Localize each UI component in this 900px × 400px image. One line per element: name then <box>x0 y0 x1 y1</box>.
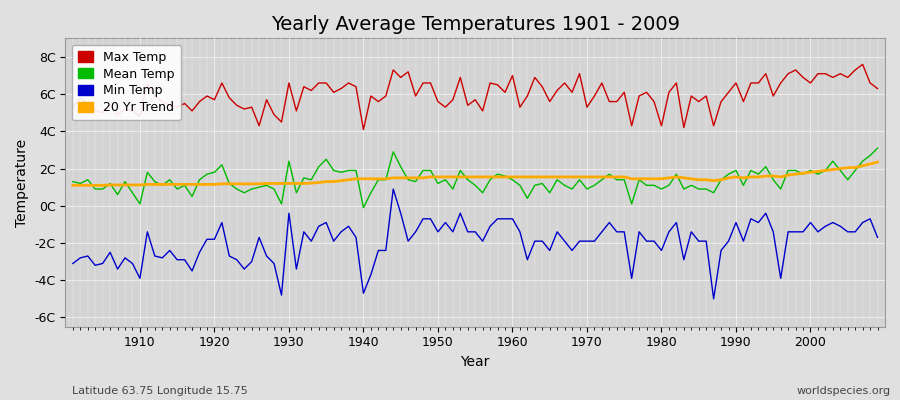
X-axis label: Year: Year <box>461 355 490 369</box>
Mean Temp <box>291 190 302 195</box>
Min Temp <box>507 216 517 221</box>
20 Yr Trend <box>597 174 608 179</box>
Max Temp <box>336 86 346 91</box>
Min Temp <box>336 230 346 234</box>
20 Yr Trend <box>507 174 517 179</box>
20 Yr Trend <box>291 181 302 186</box>
Line: 20 Yr Trend: 20 Yr Trend <box>73 162 878 185</box>
Mean Temp <box>507 177 517 182</box>
Min Temp <box>291 267 302 272</box>
Mean Temp <box>358 205 369 210</box>
Mean Temp <box>68 179 78 184</box>
Line: Min Temp: Min Temp <box>73 189 878 299</box>
Y-axis label: Temperature: Temperature <box>15 138 29 226</box>
Max Temp <box>857 62 868 67</box>
Max Temp <box>507 73 517 78</box>
Title: Yearly Average Temperatures 1901 - 2009: Yearly Average Temperatures 1901 - 2009 <box>271 15 680 34</box>
Line: Max Temp: Max Temp <box>73 64 878 130</box>
Min Temp <box>872 235 883 240</box>
Mean Temp <box>127 190 138 195</box>
Max Temp <box>358 127 369 132</box>
Line: Mean Temp: Mean Temp <box>73 148 878 208</box>
Min Temp <box>604 220 615 225</box>
Min Temp <box>68 261 78 266</box>
Max Temp <box>291 108 302 113</box>
20 Yr Trend <box>336 178 346 183</box>
20 Yr Trend <box>872 160 883 164</box>
20 Yr Trend <box>68 183 78 188</box>
Min Temp <box>388 187 399 192</box>
Mean Temp <box>515 183 526 188</box>
Max Temp <box>872 86 883 91</box>
Max Temp <box>127 108 138 113</box>
20 Yr Trend <box>127 182 138 187</box>
Mean Temp <box>336 170 346 175</box>
Text: worldspecies.org: worldspecies.org <box>796 386 891 396</box>
Min Temp <box>708 296 719 301</box>
Legend: Max Temp, Mean Temp, Min Temp, 20 Yr Trend: Max Temp, Mean Temp, Min Temp, 20 Yr Tre… <box>72 44 181 120</box>
Mean Temp <box>872 146 883 150</box>
Mean Temp <box>604 172 615 176</box>
20 Yr Trend <box>500 174 510 179</box>
Max Temp <box>604 99 615 104</box>
Text: Latitude 63.75 Longitude 15.75: Latitude 63.75 Longitude 15.75 <box>72 386 248 396</box>
Max Temp <box>515 105 526 110</box>
Min Temp <box>515 230 526 234</box>
Min Temp <box>127 261 138 266</box>
Max Temp <box>68 105 78 110</box>
